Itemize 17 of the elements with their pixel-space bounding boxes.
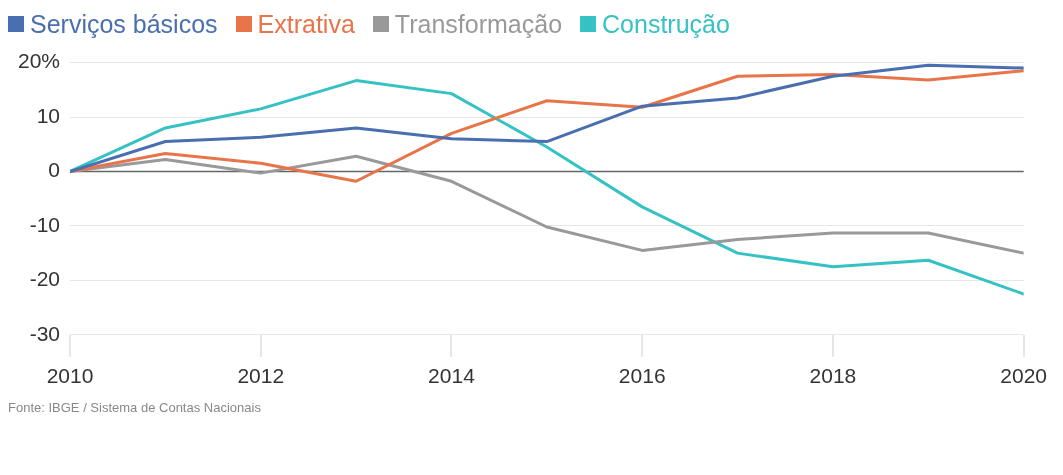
y-tick-label: 10 xyxy=(36,103,61,127)
x-tick-label: 2012 xyxy=(237,364,285,388)
x-tick-label: 2016 xyxy=(618,364,666,388)
x-tick-label: 2014 xyxy=(428,364,476,388)
legend-label: Serviços básicos xyxy=(30,9,218,40)
legend-label: Extrativa xyxy=(257,9,355,40)
x-tick-label: 2018 xyxy=(809,364,857,388)
x-tick-label: 2010 xyxy=(46,364,94,388)
legend-label: Construção xyxy=(602,9,730,40)
y-tick-label: -30 xyxy=(29,321,61,345)
y-tick-label: 0 xyxy=(48,158,61,182)
legend-label: Transformação xyxy=(394,9,563,40)
source-note: Fonte: IBGE / Sistema de Contas Nacionais xyxy=(8,400,262,415)
x-tick-label: 2020 xyxy=(1000,364,1047,388)
y-tick-label: -20 xyxy=(29,267,61,291)
y-tick-label: -10 xyxy=(29,212,61,236)
y-tick-label: 20% xyxy=(18,49,61,73)
